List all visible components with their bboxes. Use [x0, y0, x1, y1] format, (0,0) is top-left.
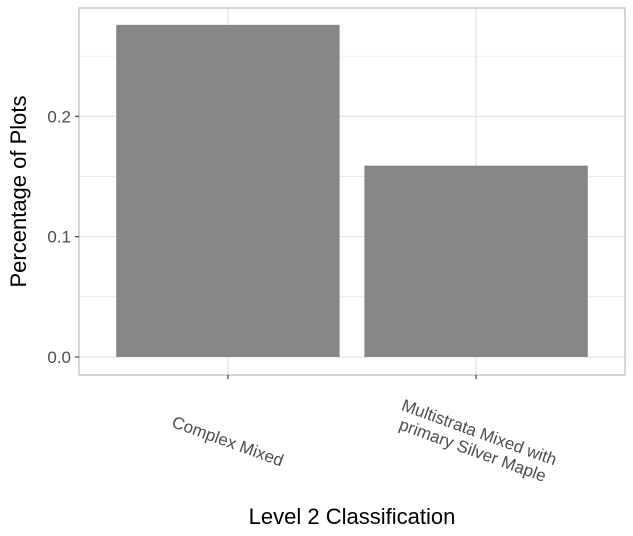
y-tick-label: 0.0	[47, 348, 71, 367]
bars	[116, 24, 588, 357]
x-axis-title: Level 2 Classification	[249, 504, 456, 529]
panel-border	[78, 7, 626, 376]
bar-2	[364, 165, 588, 357]
y-axis-ticks: 0.0 0.1 0.2	[47, 107, 79, 367]
y-tick-label: 0.2	[47, 107, 71, 126]
y-axis-title: Percentage of Plots	[6, 95, 31, 287]
bar-1	[116, 24, 340, 357]
y-tick-label: 0.1	[47, 228, 71, 247]
